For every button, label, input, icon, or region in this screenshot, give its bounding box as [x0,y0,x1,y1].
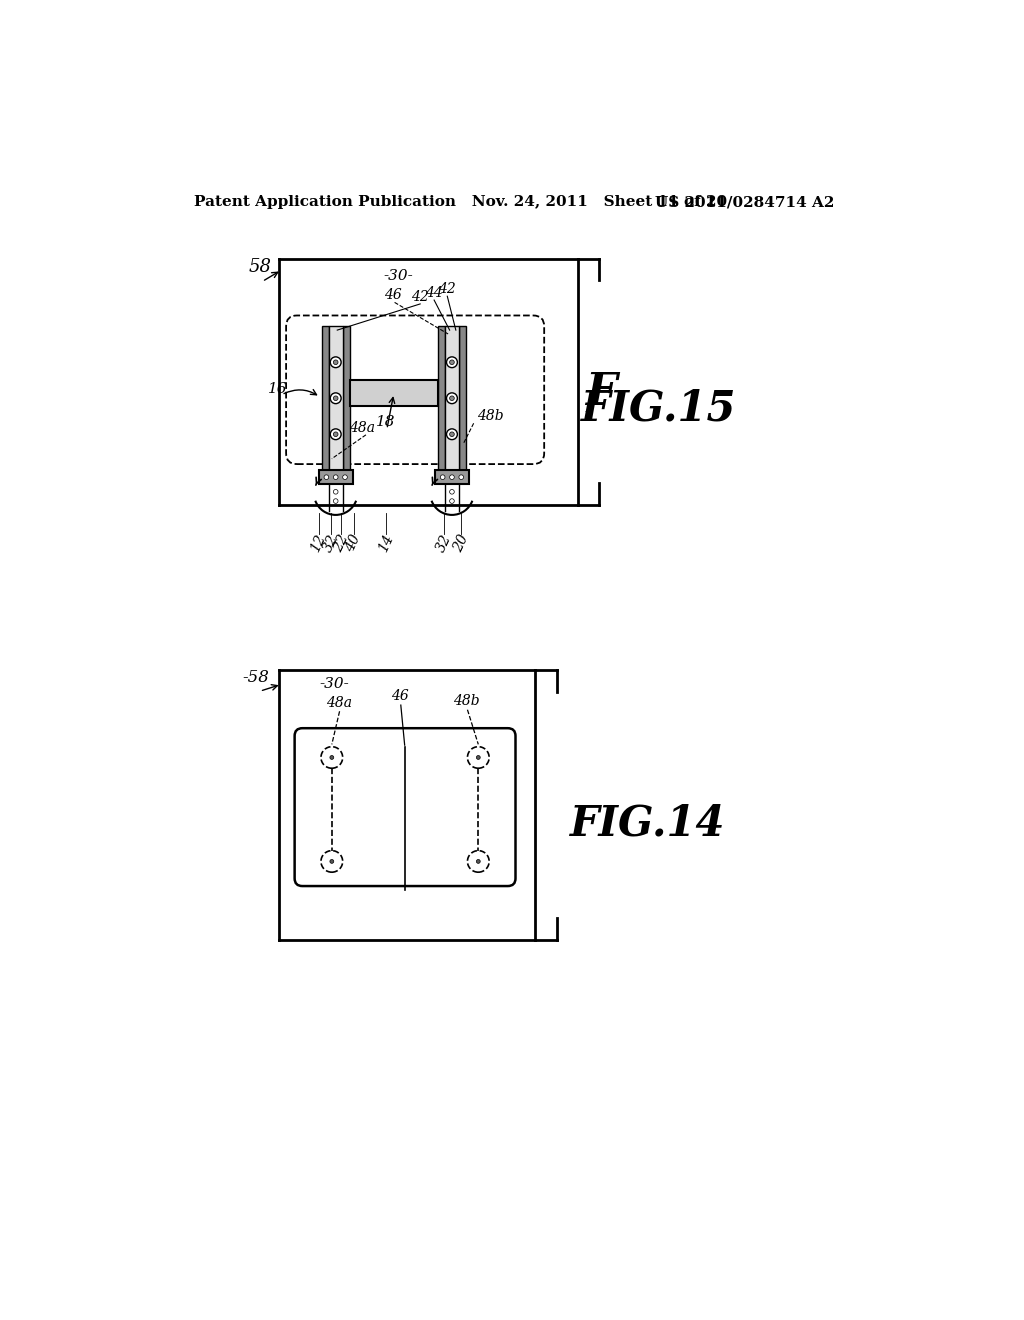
Circle shape [334,475,338,479]
Text: 32: 32 [321,532,341,554]
Circle shape [331,356,341,368]
Polygon shape [445,326,459,470]
Circle shape [343,475,347,479]
Text: 48b: 48b [477,409,504,424]
Text: 48a: 48a [326,696,351,710]
Circle shape [450,396,455,400]
Text: -30-: -30- [319,677,349,692]
Polygon shape [435,470,469,484]
Text: F: F [586,371,616,413]
Polygon shape [322,326,329,470]
Circle shape [450,360,455,364]
Polygon shape [318,470,352,484]
Text: 44: 44 [425,286,442,300]
Text: 12: 12 [308,532,329,554]
Text: FIG.15: FIG.15 [582,387,737,429]
Text: 46: 46 [391,689,410,704]
Text: 58: 58 [248,259,271,276]
Text: -58: -58 [243,669,269,686]
Text: 48b: 48b [454,694,480,708]
Polygon shape [329,326,343,470]
Text: 48a: 48a [349,421,375,434]
Circle shape [476,755,480,759]
Text: 16: 16 [267,383,287,396]
Text: -30-: -30- [384,269,414,282]
Circle shape [334,360,338,364]
Circle shape [330,755,334,759]
Circle shape [446,429,458,440]
Text: US 2011/0284714 A2: US 2011/0284714 A2 [655,195,835,209]
Circle shape [334,396,338,400]
Text: 42: 42 [438,282,456,296]
Polygon shape [343,326,349,470]
Circle shape [476,859,480,863]
Circle shape [331,393,341,404]
Circle shape [334,432,338,437]
Text: 20: 20 [452,532,471,554]
Text: 40: 40 [343,532,364,554]
Circle shape [446,393,458,404]
Text: FIG.14: FIG.14 [569,803,725,845]
Circle shape [330,859,334,863]
FancyBboxPatch shape [295,729,515,886]
Text: 22: 22 [331,532,351,554]
Circle shape [446,356,458,368]
Polygon shape [349,380,438,407]
Text: 14: 14 [376,532,396,554]
Polygon shape [459,326,466,470]
Circle shape [440,475,445,479]
Circle shape [331,429,341,440]
Circle shape [450,475,455,479]
Text: 32: 32 [434,532,455,554]
Polygon shape [438,326,445,470]
Text: Patent Application Publication   Nov. 24, 2011   Sheet 11 of 20: Patent Application Publication Nov. 24, … [194,195,727,209]
Text: 46: 46 [384,288,401,302]
Text: 18: 18 [376,416,395,429]
Text: 42: 42 [411,290,429,304]
Circle shape [450,432,455,437]
Circle shape [324,475,329,479]
Circle shape [459,475,464,479]
